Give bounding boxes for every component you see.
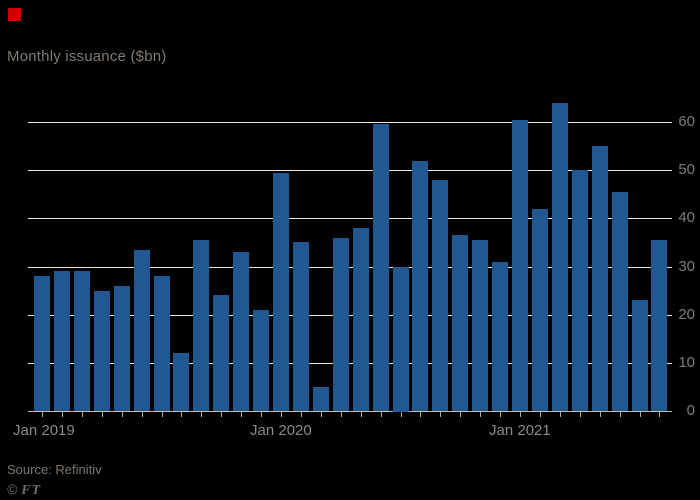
y-tick-label: 20 bbox=[678, 306, 695, 323]
x-tick bbox=[401, 412, 402, 417]
x-tick bbox=[162, 412, 163, 417]
gridline bbox=[28, 122, 672, 123]
y-tick-label: 50 bbox=[678, 161, 695, 178]
x-tick bbox=[620, 412, 621, 417]
bar bbox=[432, 180, 448, 411]
y-tick-label: 10 bbox=[678, 354, 695, 371]
x-tick bbox=[142, 412, 143, 417]
x-tick bbox=[500, 412, 501, 417]
x-tick bbox=[381, 412, 382, 417]
bar bbox=[34, 276, 50, 411]
x-tick-label: Jan 2021 bbox=[489, 422, 551, 439]
y-tick-label: 30 bbox=[678, 258, 695, 275]
x-tick bbox=[520, 412, 521, 417]
x-tick bbox=[181, 412, 182, 417]
bar bbox=[632, 300, 648, 411]
bar bbox=[651, 240, 667, 411]
x-tick bbox=[102, 412, 103, 417]
x-tick bbox=[341, 412, 342, 417]
bar bbox=[472, 240, 488, 411]
x-tick bbox=[281, 412, 282, 417]
x-tick bbox=[460, 412, 461, 417]
x-tick bbox=[659, 412, 660, 417]
x-tick bbox=[261, 412, 262, 417]
red-square-brand-mark bbox=[8, 8, 21, 21]
x-tick bbox=[440, 412, 441, 417]
bar bbox=[134, 250, 150, 411]
y-tick-label: 60 bbox=[678, 113, 695, 130]
y-tick-label: 40 bbox=[678, 209, 695, 226]
x-tick bbox=[62, 412, 63, 417]
bar bbox=[193, 240, 209, 411]
gridline bbox=[28, 218, 672, 219]
bar bbox=[273, 173, 289, 411]
bar bbox=[154, 276, 170, 411]
x-axis-baseline bbox=[28, 411, 672, 412]
gridline bbox=[28, 363, 672, 364]
x-tick bbox=[201, 412, 202, 417]
bar bbox=[452, 235, 468, 411]
ft-logo: © FT bbox=[7, 481, 41, 499]
x-tick bbox=[560, 412, 561, 417]
bar bbox=[572, 170, 588, 411]
bar bbox=[54, 271, 70, 411]
bar bbox=[492, 262, 508, 411]
bar bbox=[373, 124, 389, 411]
x-tick bbox=[42, 412, 43, 417]
x-tick bbox=[82, 412, 83, 417]
x-tick bbox=[122, 412, 123, 417]
gridline bbox=[28, 267, 672, 268]
bar bbox=[74, 271, 90, 411]
bar bbox=[253, 310, 269, 411]
bar bbox=[213, 295, 229, 411]
bar bbox=[293, 242, 309, 411]
x-tick bbox=[420, 412, 421, 417]
x-tick-label: Jan 2019 bbox=[13, 422, 75, 439]
x-tick bbox=[301, 412, 302, 417]
bar bbox=[313, 387, 329, 411]
x-tick-label: Jan 2020 bbox=[250, 422, 312, 439]
x-tick bbox=[600, 412, 601, 417]
ft-letters: FT bbox=[21, 483, 42, 498]
x-tick bbox=[580, 412, 581, 417]
y-tick-label: 0 bbox=[686, 402, 695, 419]
bar bbox=[173, 353, 189, 411]
x-tick bbox=[540, 412, 541, 417]
x-tick bbox=[361, 412, 362, 417]
x-tick bbox=[640, 412, 641, 417]
x-tick bbox=[480, 412, 481, 417]
bar bbox=[592, 146, 608, 411]
bar bbox=[612, 192, 628, 411]
gridline bbox=[28, 170, 672, 171]
chart-title: Monthly issuance ($bn) bbox=[7, 48, 167, 65]
gridline bbox=[28, 315, 672, 316]
bar bbox=[393, 267, 409, 412]
bar bbox=[532, 209, 548, 411]
bar bbox=[552, 103, 568, 411]
bar bbox=[353, 228, 369, 411]
x-tick bbox=[241, 412, 242, 417]
copyright-symbol: © bbox=[7, 481, 18, 497]
source-attribution: Source: Refinitiv bbox=[7, 462, 102, 477]
bar bbox=[333, 238, 349, 411]
bar bbox=[114, 286, 130, 411]
x-tick bbox=[321, 412, 322, 417]
bar bbox=[94, 291, 110, 411]
bar bbox=[233, 252, 249, 411]
bar bbox=[512, 120, 528, 411]
x-tick bbox=[221, 412, 222, 417]
bar bbox=[412, 161, 428, 411]
